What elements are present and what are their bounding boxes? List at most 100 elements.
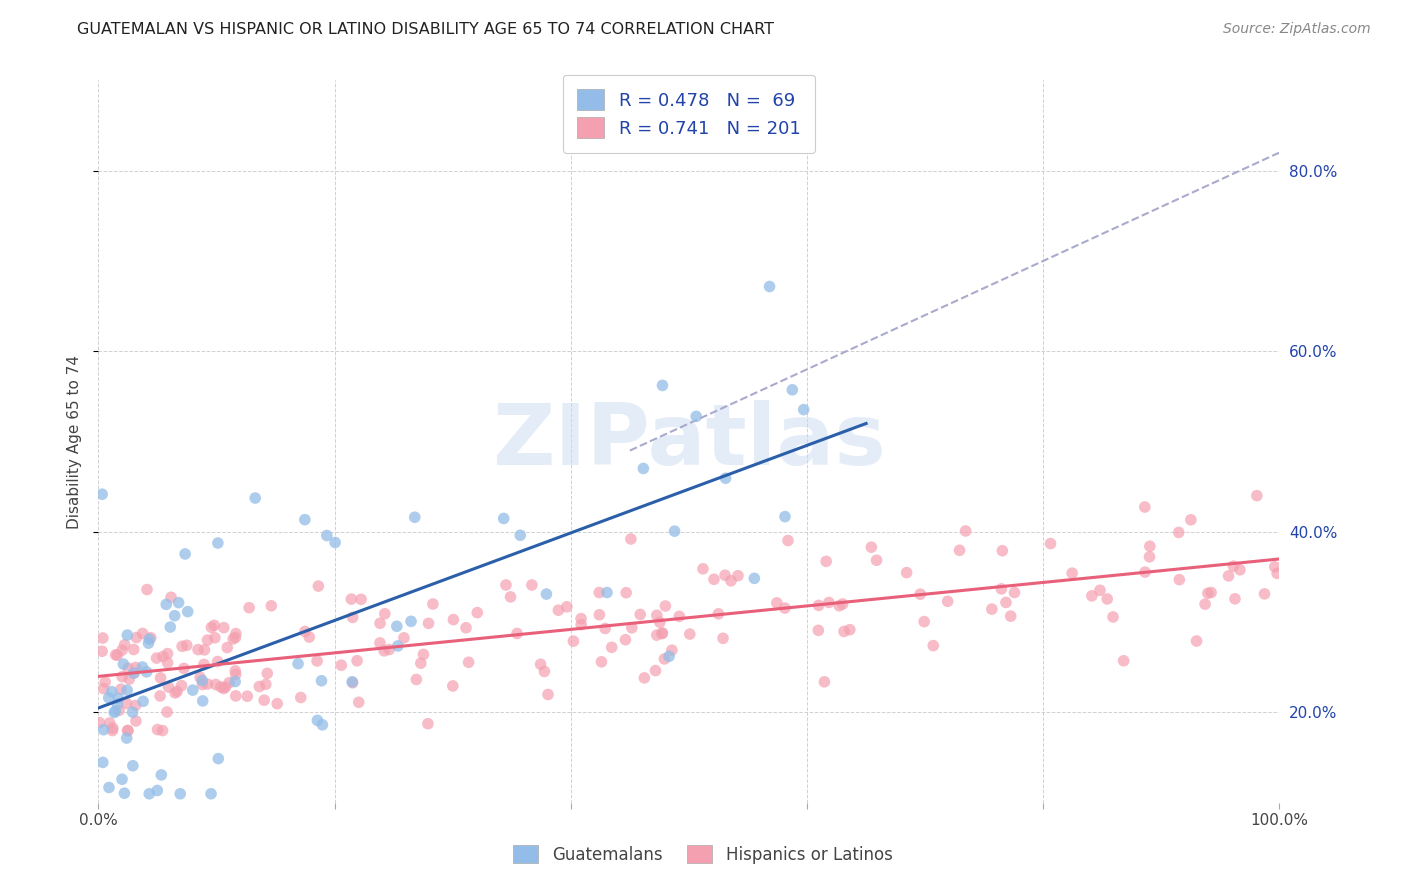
Point xyxy=(620,532,643,546)
Point xyxy=(562,634,585,648)
Point xyxy=(165,686,187,700)
Point xyxy=(860,540,883,554)
Point xyxy=(294,624,316,639)
Point xyxy=(1039,536,1062,550)
Point xyxy=(124,698,146,713)
Point xyxy=(138,636,160,650)
Point xyxy=(537,688,560,702)
Point xyxy=(620,621,643,635)
Point xyxy=(955,524,977,538)
Point xyxy=(307,579,329,593)
Point xyxy=(342,675,364,690)
Point xyxy=(912,615,935,629)
Point xyxy=(1197,586,1219,600)
Point xyxy=(97,690,120,705)
Point xyxy=(104,648,127,662)
Legend: Guatemalans, Hispanics or Latinos: Guatemalans, Hispanics or Latinos xyxy=(506,838,900,871)
Point xyxy=(645,608,668,623)
Point xyxy=(207,536,229,550)
Point xyxy=(256,666,278,681)
Point xyxy=(714,568,737,582)
Point xyxy=(404,510,426,524)
Point xyxy=(651,378,673,392)
Point xyxy=(204,631,226,645)
Point xyxy=(307,714,329,728)
Point xyxy=(152,649,174,664)
Point xyxy=(614,586,637,600)
Point xyxy=(103,706,125,720)
Point xyxy=(157,680,180,694)
Point xyxy=(217,640,239,655)
Point xyxy=(1222,559,1244,574)
Point xyxy=(101,723,124,738)
Point xyxy=(224,664,246,678)
Point xyxy=(374,607,396,621)
Point xyxy=(170,679,193,693)
Point xyxy=(533,665,555,679)
Point xyxy=(727,568,749,582)
Point xyxy=(828,599,851,613)
Point xyxy=(773,509,796,524)
Point xyxy=(1088,583,1111,598)
Point xyxy=(89,715,111,730)
Point xyxy=(311,718,333,732)
Point xyxy=(136,582,159,597)
Point xyxy=(155,598,177,612)
Point xyxy=(910,587,932,601)
Point xyxy=(1167,525,1189,540)
Point xyxy=(1133,565,1156,579)
Point xyxy=(509,528,531,542)
Point xyxy=(114,786,136,800)
Point xyxy=(187,642,209,657)
Point xyxy=(807,599,830,613)
Point xyxy=(392,631,415,645)
Point xyxy=(569,612,592,626)
Point xyxy=(922,639,945,653)
Point xyxy=(1180,513,1202,527)
Point xyxy=(307,654,329,668)
Point xyxy=(294,513,316,527)
Point xyxy=(101,721,124,735)
Point xyxy=(645,628,668,642)
Point xyxy=(1168,573,1191,587)
Point xyxy=(1081,589,1104,603)
Point xyxy=(776,533,799,548)
Point xyxy=(1095,591,1118,606)
Point xyxy=(815,554,838,568)
Y-axis label: Disability Age 65 to 74: Disability Age 65 to 74 xyxy=(67,354,83,529)
Point xyxy=(132,694,155,708)
Point xyxy=(633,461,655,475)
Point xyxy=(422,597,444,611)
Point xyxy=(118,672,141,686)
Point xyxy=(1133,500,1156,514)
Point xyxy=(191,677,214,691)
Point xyxy=(588,607,610,622)
Point xyxy=(110,682,132,697)
Point xyxy=(177,605,200,619)
Point xyxy=(122,666,145,681)
Point xyxy=(703,572,725,586)
Point xyxy=(1194,597,1216,611)
Point xyxy=(818,595,841,609)
Point xyxy=(156,656,179,670)
Point xyxy=(135,665,157,679)
Point xyxy=(145,651,167,665)
Point xyxy=(744,571,766,585)
Point xyxy=(212,621,235,635)
Point xyxy=(138,787,160,801)
Point xyxy=(156,705,179,719)
Point xyxy=(222,632,245,646)
Point xyxy=(994,595,1017,609)
Point xyxy=(169,787,191,801)
Point xyxy=(174,547,197,561)
Point xyxy=(495,578,517,592)
Point xyxy=(111,772,134,787)
Point xyxy=(172,640,194,654)
Point xyxy=(98,780,121,795)
Point xyxy=(204,677,226,691)
Point xyxy=(225,689,247,703)
Point xyxy=(793,402,815,417)
Point xyxy=(1185,634,1208,648)
Point xyxy=(896,566,918,580)
Point xyxy=(245,491,267,505)
